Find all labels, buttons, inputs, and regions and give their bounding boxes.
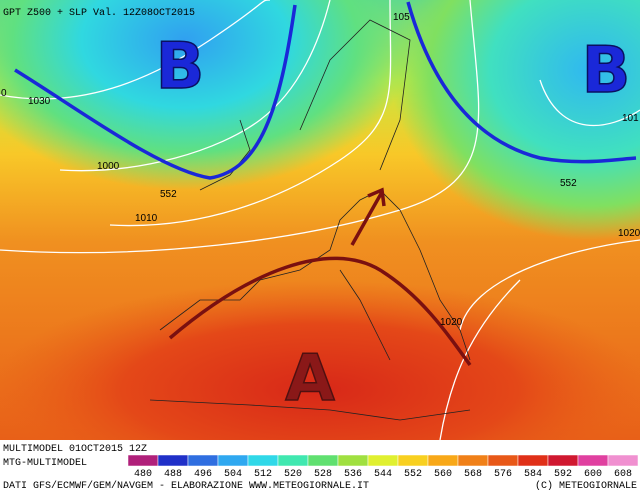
- run-label: MULTIMODEL 01OCT2015 12Z: [3, 444, 147, 455]
- colorbar-label: 496: [194, 469, 212, 480]
- colorbar-label: 480: [134, 469, 152, 480]
- colorbar-swatch: [457, 454, 489, 467]
- contour-label: 105: [393, 12, 410, 23]
- low-label: B: [156, 30, 205, 104]
- colorbar-label: 600: [584, 469, 602, 480]
- colorbar-swatch: [397, 454, 429, 467]
- colorbar-swatch: [127, 454, 159, 467]
- high-label: A: [285, 342, 335, 416]
- colorbar-swatch: [547, 454, 579, 467]
- colorbar-label: 568: [464, 469, 482, 480]
- contour-label: 1020: [440, 317, 463, 328]
- colorbar-swatch: [517, 454, 549, 467]
- colorbar-label: 520: [284, 469, 302, 480]
- contour-label: 0: [1, 88, 7, 99]
- colorbar: 480 488 496 504 512 520 528 536 544 552 560 568 576 5…: [127, 454, 639, 480]
- colorbar-swatch: [307, 454, 339, 467]
- contour-label: 552: [160, 189, 177, 200]
- colorbar-swatch: [367, 454, 399, 467]
- colorbar-swatch: [427, 454, 459, 467]
- colorbar-swatch: [247, 454, 279, 467]
- colorbar-swatch: [337, 454, 369, 467]
- colorbar-swatch: [217, 454, 249, 467]
- copyright: (C) METEOGIORNALE: [535, 480, 637, 492]
- colorbar-label: 560: [434, 469, 452, 480]
- contour-label: 1020: [618, 228, 640, 239]
- colorbar-label: 528: [314, 469, 332, 480]
- colorbar-swatch: [157, 454, 189, 467]
- contour-label: 1000: [97, 161, 120, 172]
- colorbar-label: 576: [494, 469, 512, 480]
- colorbar-label: 592: [554, 469, 572, 480]
- contour-label: 1030: [28, 96, 51, 107]
- troughs: [14, 1, 637, 180]
- footer-band: [0, 440, 640, 493]
- colorbar-label: 488: [164, 469, 182, 480]
- colorbar-label: 544: [374, 469, 392, 480]
- colorbar-swatch: [487, 454, 519, 467]
- colorbar-label: 584: [524, 469, 542, 480]
- colorbar-label: 504: [224, 469, 242, 480]
- colorbar-swatch: [277, 454, 309, 467]
- map-title: GPT Z500 + SLP Val. 12Z08OCT2015: [3, 7, 195, 19]
- credits: DATI GFS/ECMWF/GEM/NAVGEM - ELABORAZIONE…: [3, 480, 369, 492]
- contour-label: 1010: [135, 213, 158, 224]
- contour-label: 552: [560, 178, 577, 189]
- colorbar-label: 608: [614, 469, 632, 480]
- ridge-arrows: [168, 187, 472, 367]
- colorbar-swatch: [577, 454, 609, 467]
- low-label: B: [582, 34, 631, 108]
- colorbar-swatch: [607, 454, 639, 467]
- colorbar-label: 512: [254, 469, 272, 480]
- model-label: MTG-MULTIMODEL: [3, 458, 87, 469]
- colorbar-swatch: [187, 454, 219, 467]
- contour-label: 101: [622, 113, 639, 124]
- colorbar-label: 536: [344, 469, 362, 480]
- colorbar-label: 552: [404, 469, 422, 480]
